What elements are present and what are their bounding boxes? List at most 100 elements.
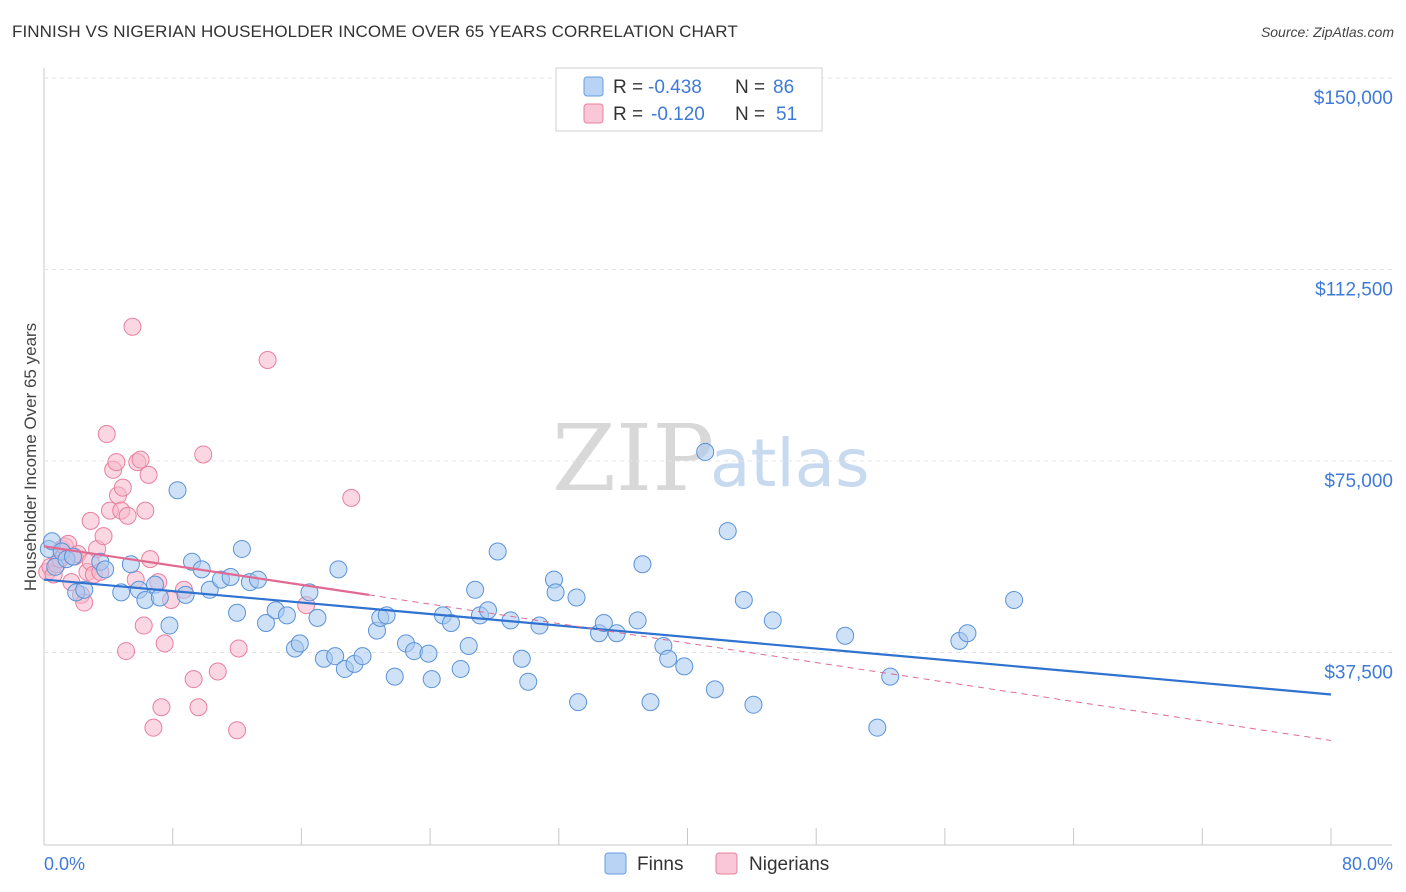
- finns-point: [257, 613, 276, 632]
- finns-point: [569, 693, 588, 712]
- finns-point: [290, 634, 309, 653]
- finns-point: [326, 647, 345, 666]
- y-tick-label: $112,500: [1315, 280, 1393, 301]
- finns-point: [228, 603, 247, 622]
- finns-point: [641, 693, 660, 712]
- legend-nigerians-r-value: -0.120: [651, 104, 705, 125]
- legend-bottom-nigerians-label: Nigerians: [749, 854, 829, 875]
- finns-point: [512, 649, 531, 668]
- finns-point: [718, 522, 737, 541]
- nigerians-point: [94, 527, 113, 546]
- finns-point: [488, 542, 507, 561]
- nigerians-point: [184, 670, 203, 689]
- nigerians-point: [97, 425, 116, 444]
- y-axis-label: Householder Income Over 65 years: [21, 323, 40, 591]
- nigerians-point: [229, 639, 248, 658]
- finns-point: [277, 606, 296, 625]
- finns-point: [466, 580, 485, 599]
- finns-point: [419, 644, 438, 663]
- nigerians-point: [155, 634, 174, 653]
- legend-bottom-finns-swatch: [604, 852, 627, 875]
- nigerians-point: [228, 721, 247, 740]
- gridlines: [44, 77, 1392, 653]
- finns-point: [1005, 591, 1024, 610]
- finns-point: [881, 667, 900, 686]
- finns-point: [221, 568, 240, 587]
- nigerians-point: [141, 550, 160, 569]
- finns-point: [112, 583, 131, 602]
- finns-point: [763, 611, 782, 630]
- nigerians-point: [194, 445, 213, 464]
- nigerians-point: [208, 662, 227, 681]
- finns-trend-line: [43, 578, 1332, 696]
- nigerians-point: [81, 511, 100, 530]
- finns-point: [160, 616, 179, 635]
- nigerians-point: [144, 718, 163, 737]
- finns-point: [696, 442, 715, 461]
- chart-title: FINNISH VS NIGERIAN HOUSEHOLDER INCOME O…: [12, 22, 738, 41]
- finns-point: [459, 636, 478, 655]
- finns-points: [39, 442, 1024, 737]
- y-tick-label: $150,000: [1314, 88, 1393, 109]
- watermark-atlas: atlas: [710, 425, 870, 502]
- y-tick-label: $75,000: [1324, 471, 1393, 492]
- legend-finns-n-value: 86: [773, 77, 794, 98]
- watermark-zip: ZIP: [552, 405, 714, 512]
- nigerians-point: [258, 350, 277, 369]
- finns-point: [168, 481, 187, 500]
- nigerians-point: [342, 488, 361, 507]
- trend-lines: [43, 545, 1332, 741]
- y-tick-label: $37,500: [1324, 663, 1393, 684]
- finns-point: [594, 613, 613, 632]
- legend-finns-r-label: R =: [613, 77, 643, 98]
- legend-nigerians-n-label: N =: [735, 104, 765, 125]
- x-ticks: [43, 828, 1332, 845]
- finns-point: [300, 583, 319, 602]
- finns-point: [744, 695, 763, 714]
- nigerians-point: [113, 478, 132, 497]
- nigerians-point: [117, 642, 136, 661]
- legend-bottom-finns-label: Finns: [637, 854, 683, 875]
- nigerians-point: [134, 616, 153, 635]
- nigerians-points: [38, 317, 361, 740]
- finns-point: [836, 626, 855, 645]
- nigerians-point: [131, 450, 150, 469]
- finns-point: [628, 611, 647, 630]
- finns-point: [96, 560, 115, 579]
- legend-nigerians-r-label: R =: [613, 104, 643, 125]
- legend-bottom-nigerians-swatch: [715, 852, 738, 875]
- finns-point: [734, 591, 753, 610]
- finns-point: [232, 539, 251, 558]
- nigerians-point: [139, 465, 158, 484]
- finns-point: [633, 555, 652, 574]
- nigerians-point: [107, 453, 126, 472]
- finns-point: [75, 580, 94, 599]
- finns-point: [705, 680, 724, 699]
- finns-point: [308, 608, 327, 627]
- legend-finns-r-value: -0.438: [648, 77, 702, 98]
- finns-point: [519, 672, 538, 691]
- legend-bottom: Finns Nigerians: [604, 852, 829, 875]
- finns-point: [659, 649, 678, 668]
- legend-finns-n-label: N =: [735, 77, 765, 98]
- nigerians-point: [118, 506, 137, 525]
- finns-point: [567, 588, 586, 607]
- finns-point: [329, 560, 348, 579]
- finns-point: [442, 613, 461, 632]
- finns-point: [868, 718, 887, 737]
- legend-nigerians-swatch: [583, 103, 604, 124]
- finns-point: [385, 667, 404, 686]
- nigerians-point: [152, 698, 171, 717]
- nigerians-point: [123, 317, 142, 336]
- nigerians-point: [189, 698, 208, 717]
- finns-point: [479, 601, 498, 620]
- nigerians-trend-line: [43, 545, 370, 596]
- source-label: Source: ZipAtlas.com: [1260, 24, 1394, 40]
- finns-point: [422, 670, 441, 689]
- x-tick-label-max: 80.0%: [1342, 854, 1393, 874]
- finns-point: [958, 624, 977, 643]
- x-tick-label-min: 0.0%: [44, 854, 85, 874]
- legend-top: R = -0.438 N = 86 R = -0.120 N = 51: [555, 67, 823, 132]
- y-tick-labels: $150,000 $112,500 $75,000 $37,500: [1314, 88, 1393, 684]
